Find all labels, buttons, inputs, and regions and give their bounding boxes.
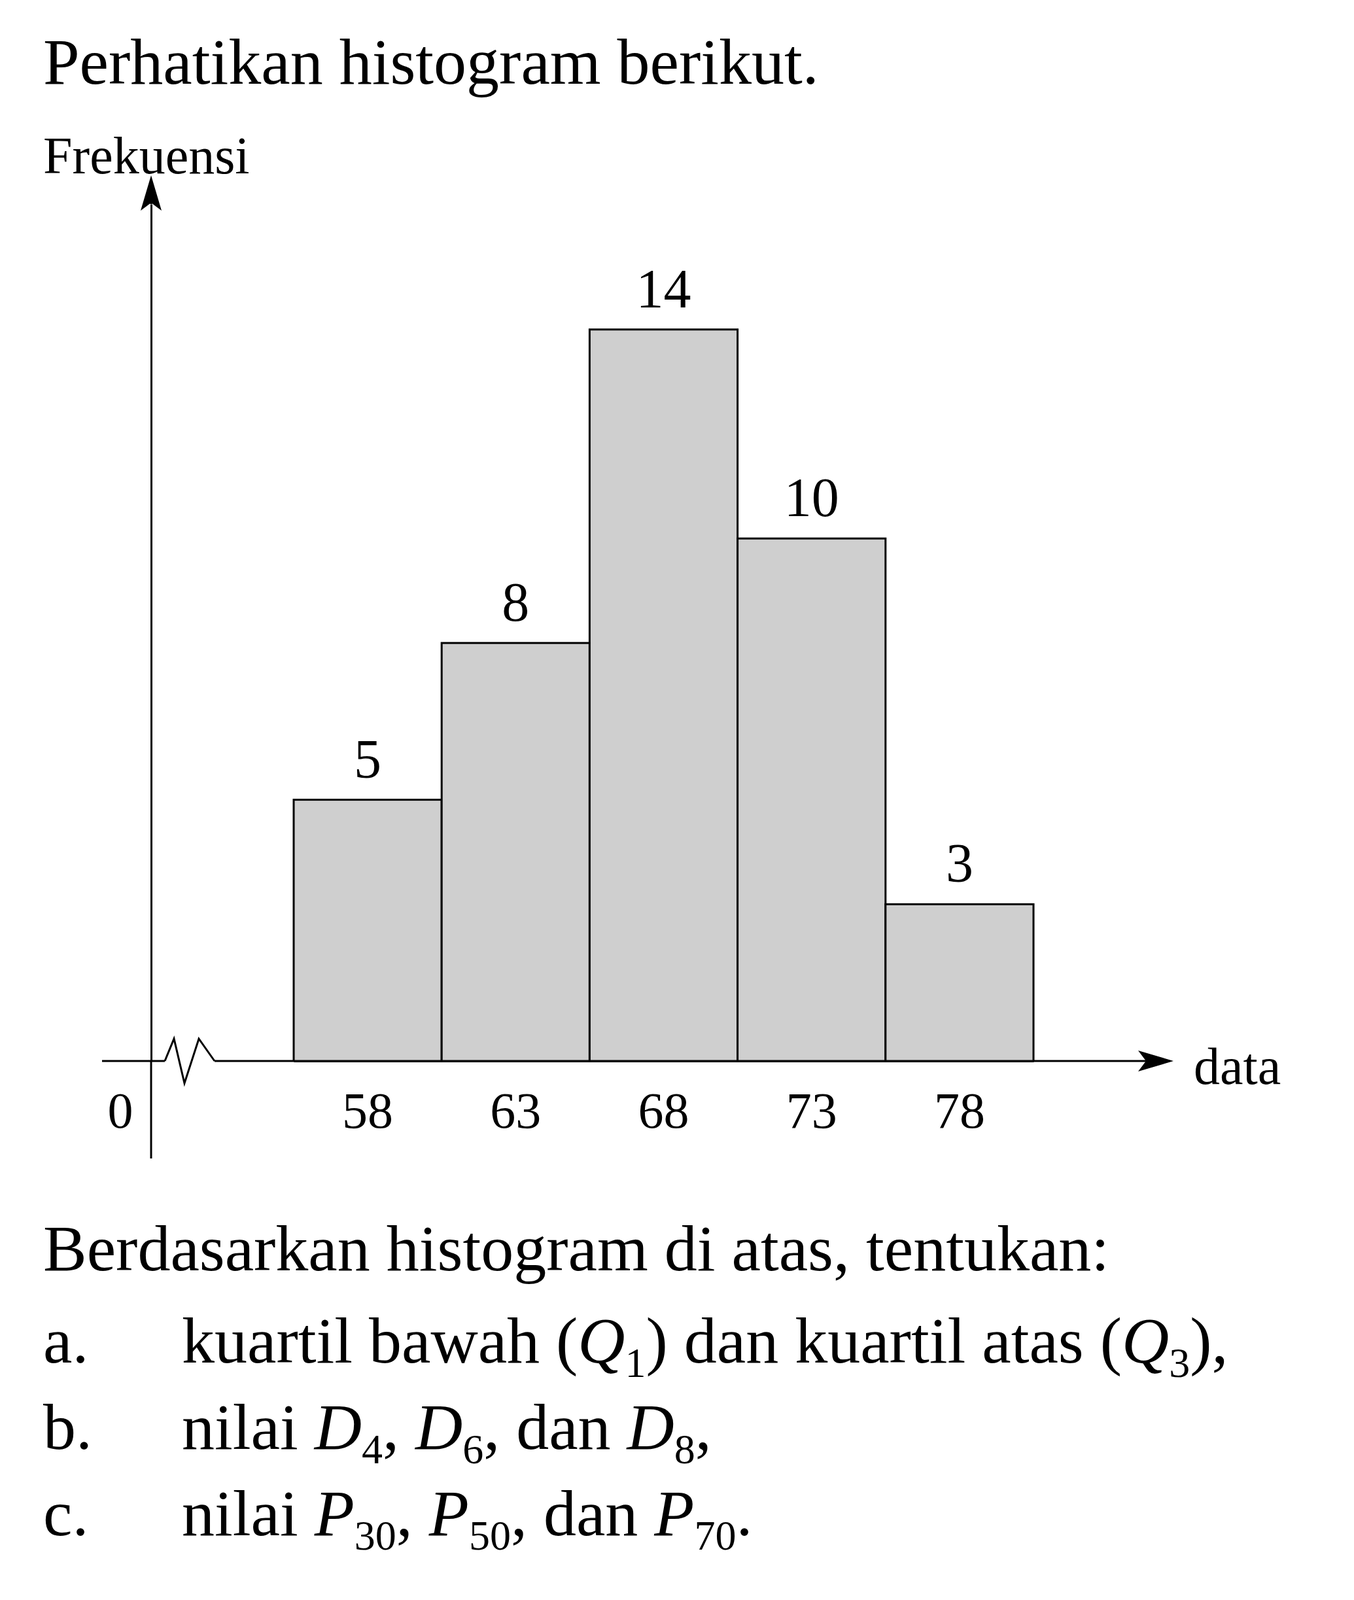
item-subscript: 70 — [694, 1512, 736, 1559]
data-label: 8 — [501, 571, 530, 633]
x-axis-title: data — [1193, 1037, 1281, 1095]
x-tick: 63 — [489, 1060, 541, 1139]
x-axis-line-left — [102, 1060, 165, 1063]
item-subscript: 3 — [1168, 1339, 1190, 1387]
y-axis-extension — [150, 1060, 153, 1159]
item-subscript: 4 — [361, 1425, 383, 1473]
question-prompt: Berdasarkan histogram di atas, tentukan: — [43, 1212, 1110, 1285]
item-part: kuartil bawah ( — [181, 1304, 578, 1377]
bar — [441, 642, 590, 1061]
data-labels: 5 8 14 10 3 — [353, 258, 974, 895]
item-subscript: 6 — [462, 1425, 484, 1473]
item-label: c. — [43, 1476, 89, 1550]
item-subscript: 50 — [468, 1512, 511, 1559]
x-tick-label: 63 — [489, 1081, 541, 1139]
x-tick: 68 — [638, 1060, 690, 1139]
y-axis — [151, 204, 152, 1062]
y-axis-title: Frekuensi — [43, 126, 250, 185]
data-label: 5 — [353, 728, 382, 790]
item-part: ), — [1189, 1304, 1228, 1377]
item-subscript: 30 — [354, 1512, 397, 1559]
intro-text: Perhatikan histogram berikut. — [43, 25, 819, 99]
data-label: 14 — [636, 258, 692, 320]
data-label: 10 — [784, 467, 840, 528]
item-part: , — [396, 1476, 430, 1550]
item-text: kuartil bawah (Q1) dan kuartil atas (Q3)… — [181, 1304, 1229, 1387]
y-axis-domain — [150, 204, 153, 1062]
bar — [293, 799, 442, 1061]
item-variable: P — [653, 1476, 695, 1550]
bar — [737, 538, 886, 1061]
item-variable: Q — [577, 1304, 625, 1377]
item-part: , — [695, 1390, 712, 1464]
bars — [293, 329, 1034, 1061]
data-label: 3 — [945, 832, 974, 894]
x-tick-label: 58 — [342, 1081, 394, 1139]
item-variable: D — [414, 1390, 463, 1464]
item-part: , dan — [483, 1390, 627, 1464]
item-text: nilai P30, P50, dan P70. — [181, 1476, 753, 1559]
item-label: a. — [43, 1304, 89, 1377]
item-part: nilai — [181, 1476, 315, 1550]
x-tick-label: 78 — [934, 1081, 986, 1139]
bar — [589, 329, 738, 1061]
x-axis-domain — [294, 1060, 1035, 1063]
x-tick: 73 — [786, 1060, 838, 1139]
item-part: nilai — [181, 1390, 315, 1464]
item-label: b. — [43, 1390, 93, 1464]
origin-label: 0 — [107, 1081, 134, 1139]
x-tick-label: 68 — [638, 1081, 690, 1139]
page: Perhatikan histogram berikut.58141035863… — [0, 0, 1354, 1600]
item-part: , dan — [510, 1476, 655, 1550]
x-axis: 58 63 68 73 78 — [294, 1060, 1035, 1139]
x-tick: 58 — [342, 1060, 394, 1139]
x-axis-arrow — [1138, 1050, 1174, 1072]
item-subscript: 1 — [625, 1339, 647, 1387]
x-tick: 78 — [934, 1060, 986, 1139]
axis-decoration — [102, 196, 1154, 1159]
item-variable: P — [428, 1476, 469, 1550]
axis-break — [164, 1038, 215, 1084]
item-part: . — [735, 1476, 753, 1550]
bar — [885, 903, 1034, 1061]
item-part: , — [382, 1390, 416, 1464]
x-tick-label: 73 — [786, 1081, 838, 1139]
item-text: nilai D4, D6, dan D8, — [181, 1390, 712, 1473]
item-variable: D — [313, 1390, 362, 1464]
item-variable: D — [625, 1390, 675, 1464]
item-variable: P — [313, 1476, 355, 1550]
item-part: ) dan kuartil atas ( — [646, 1304, 1123, 1377]
item-variable: Q — [1121, 1304, 1169, 1377]
item-subscript: 8 — [674, 1425, 696, 1473]
